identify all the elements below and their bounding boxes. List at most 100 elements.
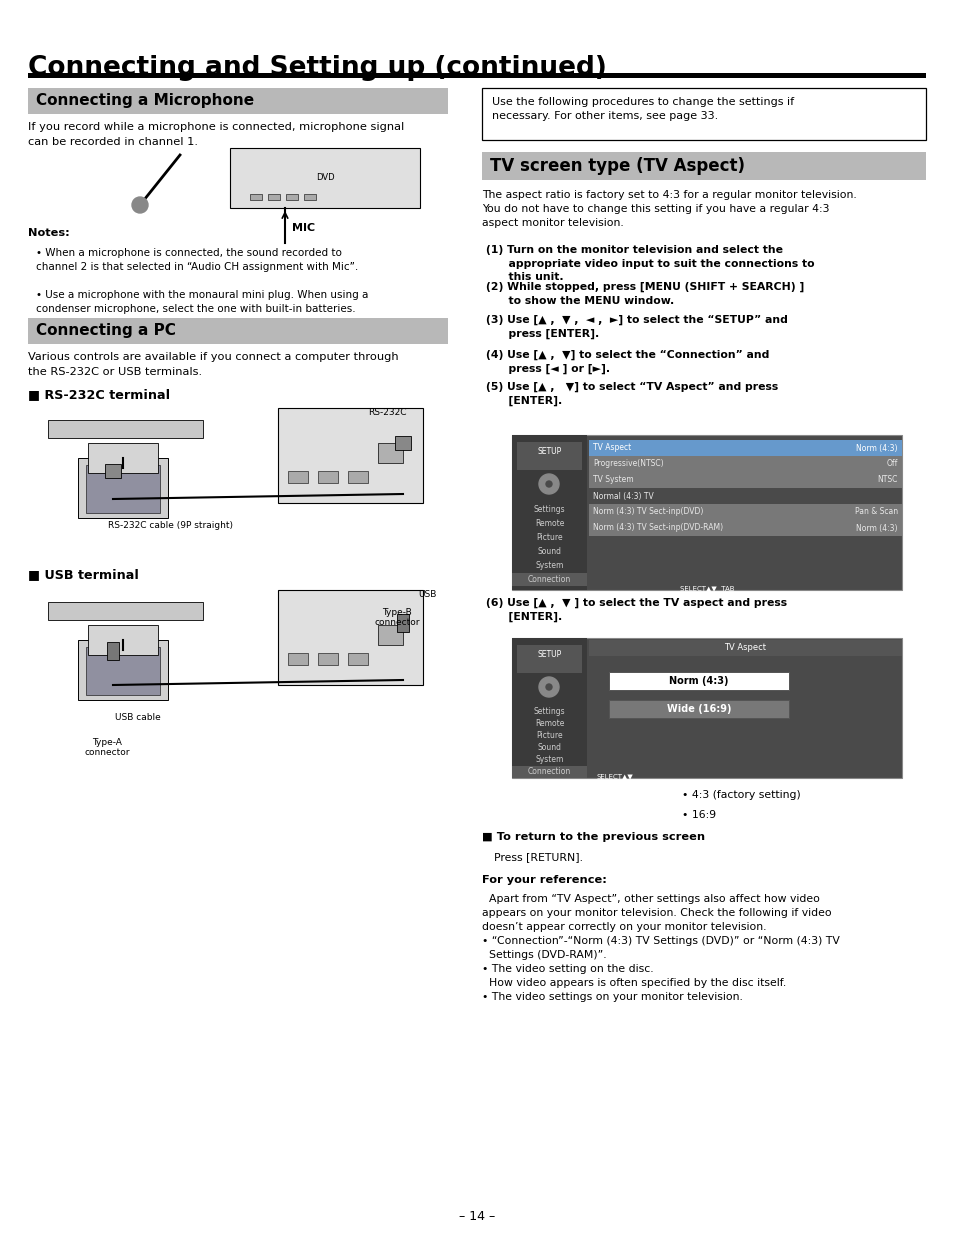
Bar: [512, 503, 586, 516]
Circle shape: [545, 684, 552, 690]
Text: Connecting and Setting up (continued): Connecting and Setting up (continued): [28, 56, 606, 82]
Text: (4) Use [▲ ,  ▼] to select the “Connection” and
      press [◄ ] or [►].: (4) Use [▲ , ▼] to select the “Connectio…: [485, 350, 768, 374]
Bar: [588, 640, 901, 656]
Text: Settings: Settings: [533, 505, 565, 514]
Text: ■ USB terminal: ■ USB terminal: [28, 568, 139, 580]
Bar: [288, 471, 308, 483]
Text: • 16:9: • 16:9: [681, 810, 715, 820]
Bar: [377, 443, 402, 463]
Bar: [517, 442, 581, 471]
Bar: [103, 643, 143, 650]
Circle shape: [545, 480, 552, 487]
Bar: [250, 194, 262, 200]
Text: Remote: Remote: [535, 720, 563, 729]
Text: System: System: [535, 561, 563, 569]
Text: SETUP: SETUP: [537, 447, 561, 456]
Bar: [512, 718, 586, 730]
Text: Connection: Connection: [527, 574, 571, 583]
Text: • When a microphone is connected, the sound recorded to
channel 2 is that select: • When a microphone is connected, the so…: [36, 248, 358, 272]
Text: Norm (4:3) TV Sect-inp(DVD-RAM): Norm (4:3) TV Sect-inp(DVD-RAM): [593, 524, 722, 532]
Bar: [512, 517, 586, 530]
Bar: [78, 458, 168, 517]
Text: System: System: [535, 756, 563, 764]
Bar: [588, 504, 901, 520]
Text: Norm (4:3) TV Sect-inp(DVD): Norm (4:3) TV Sect-inp(DVD): [593, 508, 702, 516]
Text: Sound: Sound: [537, 743, 561, 752]
Bar: [512, 706, 586, 718]
Bar: [105, 464, 121, 478]
Bar: [317, 653, 337, 664]
Text: USB cable: USB cable: [115, 713, 161, 722]
Bar: [512, 435, 586, 590]
Text: TV screen type (TV Aspect): TV screen type (TV Aspect): [490, 157, 744, 175]
Text: USB: USB: [417, 590, 436, 599]
Text: Off: Off: [885, 459, 897, 468]
Bar: [48, 601, 203, 620]
Bar: [107, 642, 119, 659]
Text: (3) Use [▲ ,  ▼ ,  ◄ ,  ►] to select the “SETUP” and
      press [ENTER].: (3) Use [▲ , ▼ , ◄ , ►] to select the “S…: [485, 315, 787, 340]
Text: Connecting a PC: Connecting a PC: [36, 324, 175, 338]
Bar: [588, 472, 901, 488]
Bar: [277, 590, 422, 685]
Bar: [588, 456, 901, 472]
Text: Various controls are available if you connect a computer through
the RS-232C or : Various controls are available if you co…: [28, 352, 398, 377]
Text: Settings: Settings: [533, 708, 565, 716]
Bar: [481, 152, 925, 180]
Bar: [28, 317, 448, 345]
Text: SETUP: SETUP: [537, 650, 561, 659]
Text: Press [RETURN].: Press [RETURN].: [494, 852, 582, 862]
Text: Apart from “TV Aspect”, other settings also affect how video
appears on your mon: Apart from “TV Aspect”, other settings a…: [481, 894, 839, 1002]
Text: (5) Use [▲ ,   ▼] to select “TV Aspect” and press
      [ENTER].: (5) Use [▲ , ▼] to select “TV Aspect” an…: [485, 382, 778, 406]
Text: Type-A
connector: Type-A connector: [84, 739, 130, 757]
Text: RS-232C: RS-232C: [368, 408, 406, 417]
Bar: [608, 700, 788, 718]
Text: RS-232C cable (9P straight): RS-232C cable (9P straight): [108, 521, 233, 530]
Bar: [512, 531, 586, 543]
Bar: [88, 625, 158, 655]
Bar: [304, 194, 315, 200]
Bar: [268, 194, 280, 200]
Bar: [348, 471, 368, 483]
Bar: [28, 73, 925, 78]
Bar: [286, 194, 297, 200]
Bar: [28, 88, 448, 114]
Text: ■ RS-232C terminal: ■ RS-232C terminal: [28, 388, 170, 401]
Text: TV System: TV System: [593, 475, 633, 484]
Bar: [348, 653, 368, 664]
Text: Picture: Picture: [536, 731, 562, 741]
Text: (1) Turn on the monitor television and select the
      appropriate video input : (1) Turn on the monitor television and s…: [485, 245, 814, 283]
Text: If you record while a microphone is connected, microphone signal
can be recorded: If you record while a microphone is conn…: [28, 122, 404, 147]
Circle shape: [538, 677, 558, 697]
Text: • Use a microphone with the monaural mini plug. When using a
condenser microphon: • Use a microphone with the monaural min…: [36, 290, 368, 314]
Bar: [512, 545, 586, 558]
Bar: [395, 436, 411, 450]
Text: (2) While stopped, press [MENU (SHIFT + SEARCH) ]
      to show the MENU window.: (2) While stopped, press [MENU (SHIFT + …: [485, 282, 803, 306]
Text: • 4:3 (factory setting): • 4:3 (factory setting): [681, 790, 800, 800]
Bar: [512, 755, 586, 766]
Bar: [512, 742, 586, 755]
Bar: [512, 638, 901, 778]
Text: ■ To return to the previous screen: ■ To return to the previous screen: [481, 832, 704, 842]
Text: Picture: Picture: [536, 532, 562, 541]
Text: – 14 –: – 14 –: [458, 1210, 495, 1223]
Text: MIC: MIC: [292, 224, 314, 233]
Bar: [512, 638, 586, 778]
Bar: [78, 640, 168, 700]
Bar: [88, 443, 158, 473]
Bar: [512, 766, 586, 778]
Bar: [103, 462, 143, 468]
Text: DVD: DVD: [315, 173, 334, 183]
Circle shape: [538, 474, 558, 494]
Bar: [512, 559, 586, 572]
Text: Norm (4:3): Norm (4:3): [856, 524, 897, 532]
Bar: [588, 520, 901, 536]
Bar: [86, 647, 160, 695]
Bar: [512, 435, 901, 590]
Bar: [517, 645, 581, 673]
Text: Use the following procedures to change the settings if
necessary. For other item: Use the following procedures to change t…: [492, 98, 793, 121]
Bar: [377, 625, 402, 645]
Text: For your reference:: For your reference:: [481, 876, 606, 885]
Text: TV Aspect: TV Aspect: [723, 643, 765, 652]
Text: (6) Use [▲ ,  ▼ ] to select the TV aspect and press
      [ENTER].: (6) Use [▲ , ▼ ] to select the TV aspect…: [485, 598, 786, 622]
Text: The aspect ratio is factory set to 4:3 for a regular monitor television.
You do : The aspect ratio is factory set to 4:3 f…: [481, 190, 856, 228]
